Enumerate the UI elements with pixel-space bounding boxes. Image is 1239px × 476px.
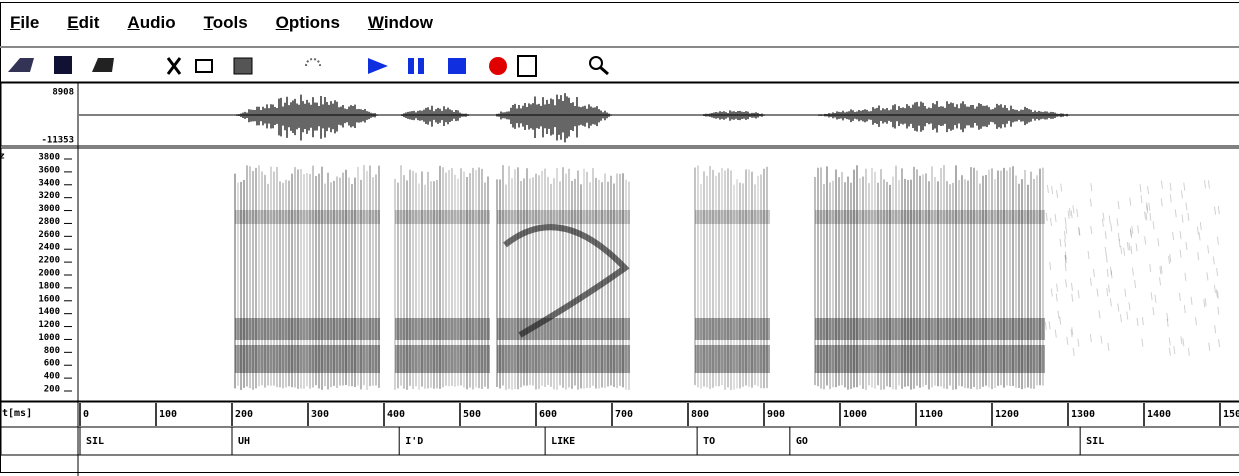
time-tick-label: 800	[691, 409, 709, 420]
frequency-tick-label: 2600	[38, 230, 60, 240]
formant-band	[497, 345, 630, 373]
menu-bar: File Edit Audio Tools Options Window	[0, 0, 1239, 46]
time-tick-label: 1400	[1147, 409, 1171, 420]
formant-band	[235, 210, 380, 224]
frequency-tick-label: 800	[44, 346, 60, 356]
time-tick-label: 1000	[843, 409, 867, 420]
frequency-tick-label: 2200	[38, 256, 60, 266]
time-tick-label: 1200	[995, 409, 1019, 420]
open-icon[interactable]	[8, 58, 34, 72]
time-tick-label: 300	[311, 409, 329, 420]
save-icon[interactable]	[54, 56, 72, 74]
frequency-tick-label: 1600	[38, 294, 60, 304]
frequency-tick-label: 600	[44, 359, 60, 369]
frequency-tick-label: 3400	[38, 178, 60, 188]
frequency-tick-label: 1400	[38, 307, 60, 317]
formant-band	[815, 318, 1045, 340]
frequency-tick-label: 3200	[38, 191, 60, 201]
zoom-icon-handle	[600, 67, 608, 74]
formant-band	[497, 318, 630, 340]
copy-icon[interactable]	[196, 60, 212, 72]
formant-band	[235, 318, 380, 340]
frequency-tick-label: 1000	[38, 333, 60, 343]
stop-icon[interactable]	[448, 58, 466, 74]
frequency-tick-label: 2800	[38, 217, 60, 227]
time-tick-label: 900	[767, 409, 785, 420]
canvas: 8908 -11353 Hz t[ms] 2004006008001000120…	[0, 0, 1239, 476]
formant-band	[695, 210, 770, 224]
time-tick-label: 500	[463, 409, 481, 420]
frequency-tick-label: 2400	[38, 243, 60, 253]
menu-item[interactable]: Audio	[127, 13, 175, 33]
formant-band	[815, 345, 1045, 373]
app-window: 8908 -11353 Hz t[ms] 2004006008001000120…	[0, 0, 1239, 476]
formant-band	[497, 210, 630, 224]
record-icon[interactable]	[489, 57, 507, 75]
menu-item[interactable]: File	[10, 13, 39, 33]
time-tick-label: 400	[387, 409, 405, 420]
frequency-tick-label: 3000	[38, 204, 60, 214]
time-tick-label: 1300	[1071, 409, 1095, 420]
formant-band	[695, 318, 770, 340]
formant-band	[395, 210, 490, 224]
segment-label: SIL	[1086, 436, 1104, 447]
segment-panel	[1, 427, 1239, 455]
time-tick-label: 1500	[1223, 409, 1239, 420]
cut-icon[interactable]	[168, 58, 180, 74]
frequency-tick-label: 2000	[38, 269, 60, 279]
toolbar	[8, 56, 608, 76]
play-icon[interactable]	[368, 58, 388, 74]
menu-item[interactable]: Edit	[67, 13, 99, 33]
time-tick-label: 600	[539, 409, 557, 420]
segment-label: I'D	[405, 436, 423, 447]
time-tick-label: 1100	[919, 409, 943, 420]
frequency-tick-label: 1800	[38, 281, 60, 291]
undo-icon[interactable]	[306, 59, 320, 66]
print-icon[interactable]	[92, 58, 114, 72]
time-tick-label: 700	[615, 409, 633, 420]
segment-label: TO	[703, 436, 715, 447]
frequency-tick-label: 400	[44, 372, 60, 382]
pause-icon-bar	[418, 58, 424, 74]
time-axis-label: t[ms]	[2, 408, 32, 419]
formant-band	[395, 318, 490, 340]
formant-band	[395, 345, 490, 373]
formant-band	[695, 345, 770, 373]
formant-band	[815, 210, 1045, 224]
paste-icon[interactable]	[234, 58, 252, 74]
frequency-tick-label: 3800	[38, 153, 60, 163]
label-icon[interactable]	[518, 56, 536, 76]
waveform-min-label: -11353	[41, 136, 74, 146]
segment-label: LIKE	[551, 436, 575, 447]
segment-label: UH	[238, 436, 250, 447]
menu-item[interactable]: Options	[276, 13, 340, 33]
frequency-axis-label: Hz	[0, 152, 5, 162]
time-tick-label: 100	[159, 409, 177, 420]
formant-band	[235, 345, 380, 373]
time-tick-label: 200	[235, 409, 253, 420]
time-tick-label: 0	[83, 409, 89, 420]
frequency-tick-label: 200	[44, 385, 60, 395]
waveform-max-label: 8908	[52, 88, 74, 98]
menu-item[interactable]: Window	[368, 13, 433, 33]
menu-item[interactable]: Tools	[204, 13, 248, 33]
segment-label: GO	[796, 436, 808, 447]
frequency-tick-label: 3600	[38, 165, 60, 175]
segment-label: SIL	[86, 436, 104, 447]
pause-icon[interactable]	[408, 58, 414, 74]
frequency-tick-label: 1200	[38, 320, 60, 330]
